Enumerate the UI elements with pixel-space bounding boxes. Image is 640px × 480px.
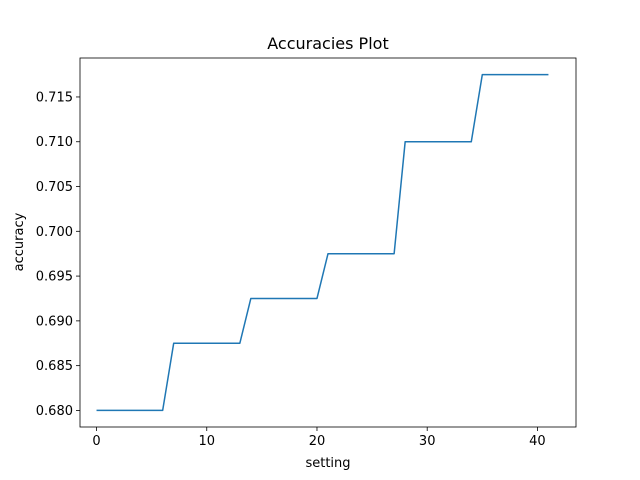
- y-tick-label: 0.690: [36, 314, 73, 329]
- plot-area-frame: [79, 57, 577, 428]
- y-tick-label: 0.680: [36, 404, 73, 419]
- y-tick-label: 0.685: [36, 359, 73, 374]
- x-tick-label: 10: [198, 434, 215, 449]
- y-tick-label: 0.705: [36, 180, 73, 195]
- x-axis-ticks: 0 10 20 30 40: [92, 427, 546, 449]
- series-line-accuracy: [96, 73, 549, 412]
- chart-title: Accuracies Plot: [267, 34, 388, 53]
- x-tick-label: 20: [309, 434, 326, 449]
- y-axis-label: accuracy: [12, 212, 27, 271]
- y-tick-label: 0.695: [36, 270, 73, 285]
- y-tick-label: 0.700: [36, 225, 73, 240]
- y-axis-ticks: 0.680 0.685 0.690 0.695 0.700 0.705 0.710 0.715: [36, 90, 80, 419]
- x-tick-label: 0: [92, 434, 100, 449]
- y-tick-label: 0.710: [36, 135, 73, 150]
- x-tick-label: 40: [529, 434, 546, 449]
- x-tick-label: 30: [419, 434, 436, 449]
- x-axis-label: setting: [305, 456, 350, 471]
- y-tick-label: 0.715: [36, 90, 73, 105]
